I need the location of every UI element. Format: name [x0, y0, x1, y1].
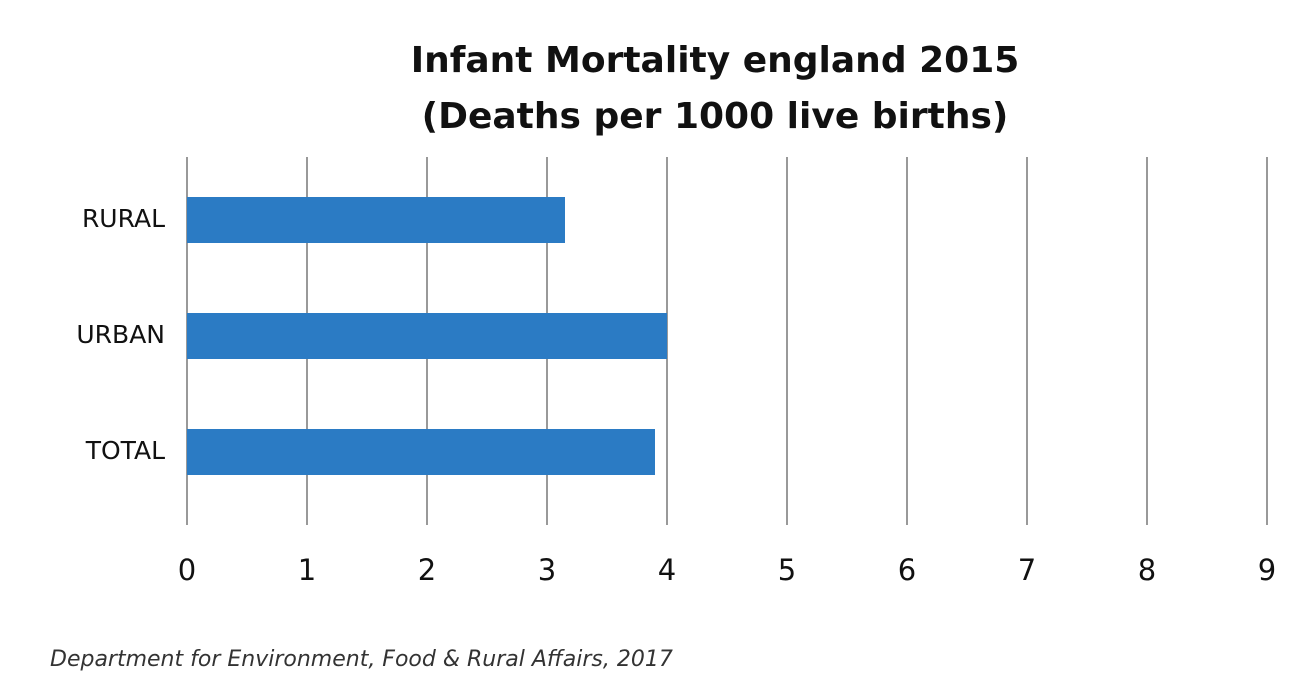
y-tick-label: RURAL — [82, 204, 165, 233]
chart-subtitle: (Deaths per 1000 live births) — [422, 96, 1009, 137]
x-tick-label: 0 — [178, 553, 196, 587]
chart-title: Infant Mortality england 2015 — [411, 40, 1020, 81]
x-tick-label: 6 — [898, 553, 916, 587]
x-tick-label: 2 — [418, 553, 436, 587]
x-tick-label: 1 — [298, 553, 316, 587]
x-tick-label: 5 — [778, 553, 796, 587]
source-note: Department for Environment, Food & Rural… — [50, 647, 673, 672]
x-tick-label: 4 — [658, 553, 676, 587]
y-tick-label: URBAN — [76, 320, 165, 349]
bar — [187, 429, 655, 475]
x-tick-label: 7 — [1018, 553, 1036, 587]
bar — [187, 313, 667, 359]
bar — [187, 197, 565, 243]
x-tick-label: 3 — [538, 553, 556, 587]
x-tick-label: 9 — [1258, 553, 1276, 587]
y-tick-label: TOTAL — [85, 436, 165, 465]
x-tick-label: 8 — [1138, 553, 1156, 587]
